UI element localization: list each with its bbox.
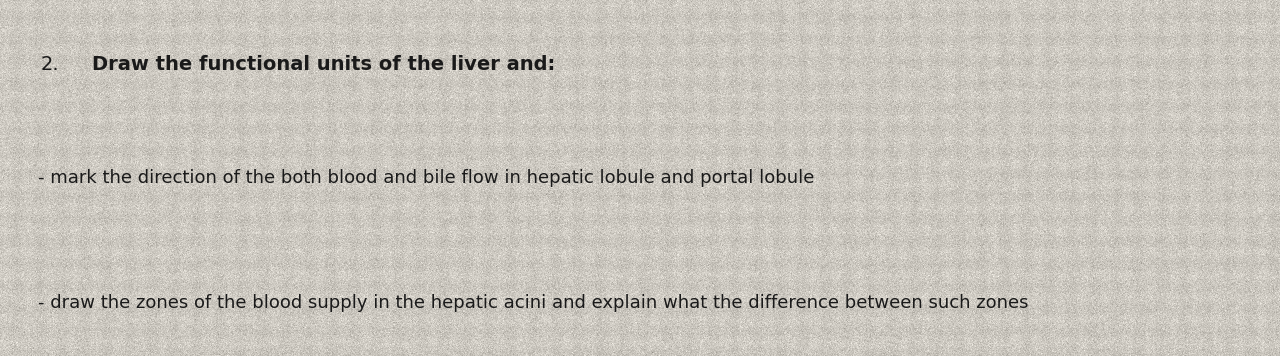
Text: - mark the direction of the both blood and bile flow in hepatic lobule and porta: - mark the direction of the both blood a… bbox=[38, 169, 815, 187]
Text: - draw the zones of the blood supply in the hepatic acini and explain what the d: - draw the zones of the blood supply in … bbox=[38, 294, 1029, 312]
Text: 2.: 2. bbox=[41, 54, 60, 74]
Text: Draw the functional units of the liver and:: Draw the functional units of the liver a… bbox=[92, 54, 556, 74]
